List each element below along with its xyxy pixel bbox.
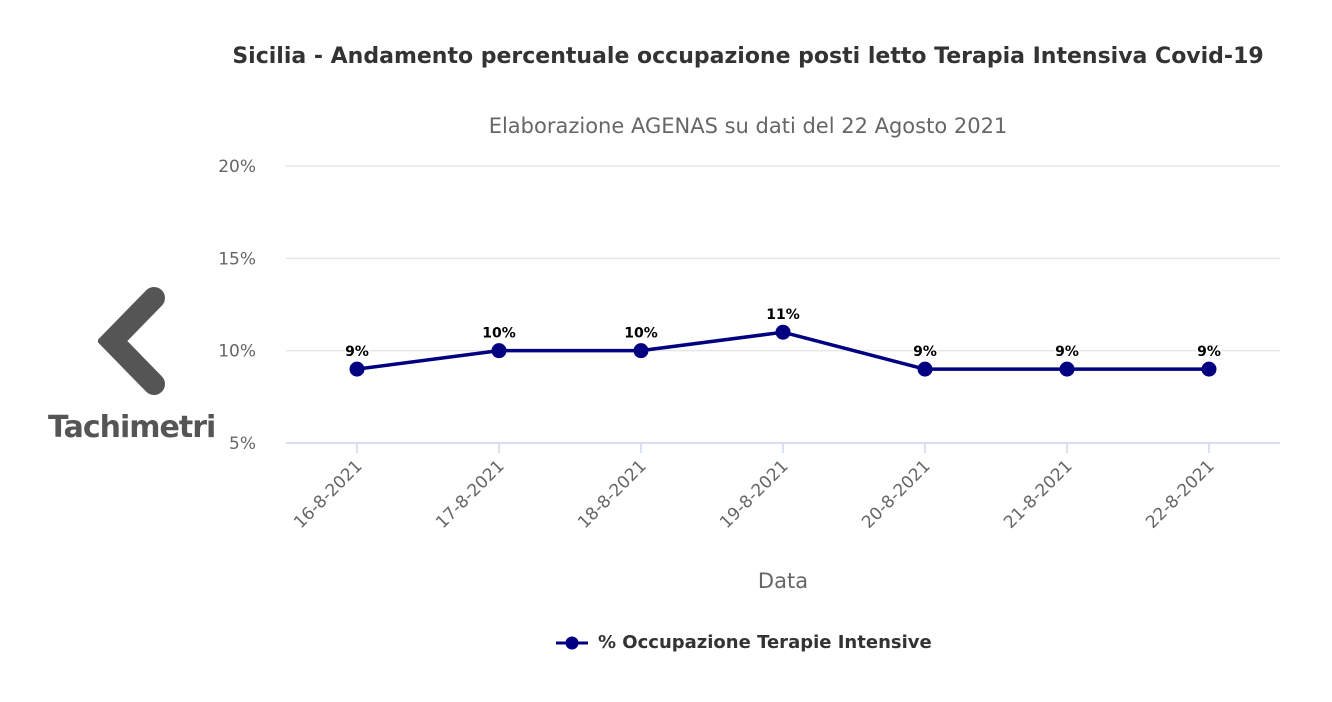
data-label: 9%	[913, 344, 937, 360]
x-tick-label: 19-8-2021	[716, 456, 792, 532]
data-label: 9%	[1197, 344, 1221, 360]
data-point	[633, 343, 649, 359]
legend-label: % Occupazione Terapie Intensive	[598, 632, 932, 653]
data-label: 10%	[624, 326, 658, 342]
y-tick-label: 5%	[229, 434, 256, 454]
legend-item[interactable]: % Occupazione Terapie Intensive	[556, 632, 932, 653]
y-tick-label: 10%	[218, 342, 256, 362]
back-label: Tachimetri	[48, 410, 216, 445]
data-label: 9%	[1055, 344, 1079, 360]
data-point	[349, 361, 365, 377]
data-point	[1201, 361, 1217, 377]
data-label: 9%	[345, 344, 369, 360]
y-tick-label: 15%	[218, 249, 256, 269]
data-label: 11%	[766, 307, 800, 323]
x-tick-label: 18-8-2021	[574, 456, 650, 532]
x-tick-label: 22-8-2021	[1142, 456, 1218, 532]
data-label: 10%	[482, 326, 516, 342]
x-tick-label: 20-8-2021	[858, 456, 934, 532]
data-point	[1059, 361, 1075, 377]
chart-title: Sicilia - Andamento percentuale occupazi…	[232, 44, 1264, 69]
data-point	[775, 324, 791, 340]
data-point	[491, 343, 507, 359]
chart-subtitle: Elaborazione AGENAS su dati del 22 Agost…	[488, 114, 1008, 138]
chevron-left-icon	[98, 287, 165, 395]
back-to-tachimetri-button[interactable]: Tachimetri	[48, 286, 218, 456]
x-tick-label: 17-8-2021	[432, 456, 508, 532]
x-tick-label: 21-8-2021	[1000, 456, 1076, 532]
y-tick-label: 20%	[218, 157, 256, 177]
x-axis-title: Data	[758, 569, 808, 593]
legend-line-marker-icon	[556, 636, 588, 649]
x-tick-label: 16-8-2021	[290, 456, 366, 532]
data-point	[917, 361, 933, 377]
